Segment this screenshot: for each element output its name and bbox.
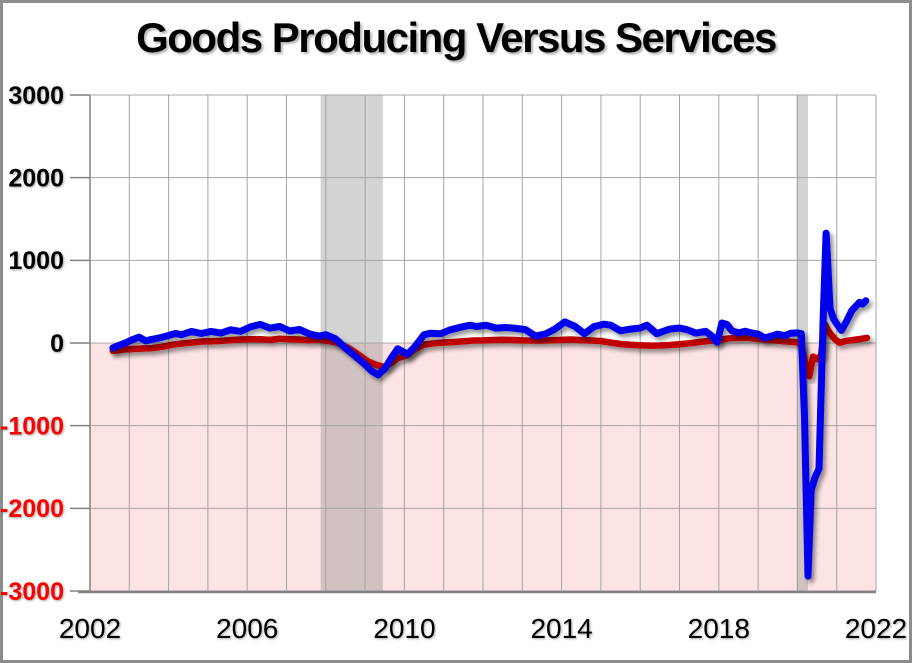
y-tick-label: 0 bbox=[50, 330, 64, 358]
y-tick-label: 2000 bbox=[8, 164, 64, 192]
x-tick-label: 2022 bbox=[845, 613, 907, 644]
chart-title: Goods Producing Versus Services bbox=[136, 14, 777, 61]
x-tick-label: 2014 bbox=[530, 613, 592, 644]
plot-area: 3000 2000 1000 0 -1000 -2000 -3000 2002 2006 2010… bbox=[0, 82, 907, 644]
series-line-services bbox=[109, 229, 870, 580]
y-tick-label: -3000 bbox=[0, 578, 64, 606]
x-tick-label: 2002 bbox=[59, 613, 121, 644]
x-tick-label: 2018 bbox=[688, 613, 750, 644]
y-tick-label: 1000 bbox=[8, 247, 64, 275]
y-tick-label: 3000 bbox=[8, 82, 64, 110]
y-tick-label: -1000 bbox=[0, 412, 64, 440]
x-tick-label: 2010 bbox=[373, 613, 435, 644]
y-tick-label: -2000 bbox=[0, 495, 64, 523]
x-tick-label: 2006 bbox=[216, 613, 278, 644]
